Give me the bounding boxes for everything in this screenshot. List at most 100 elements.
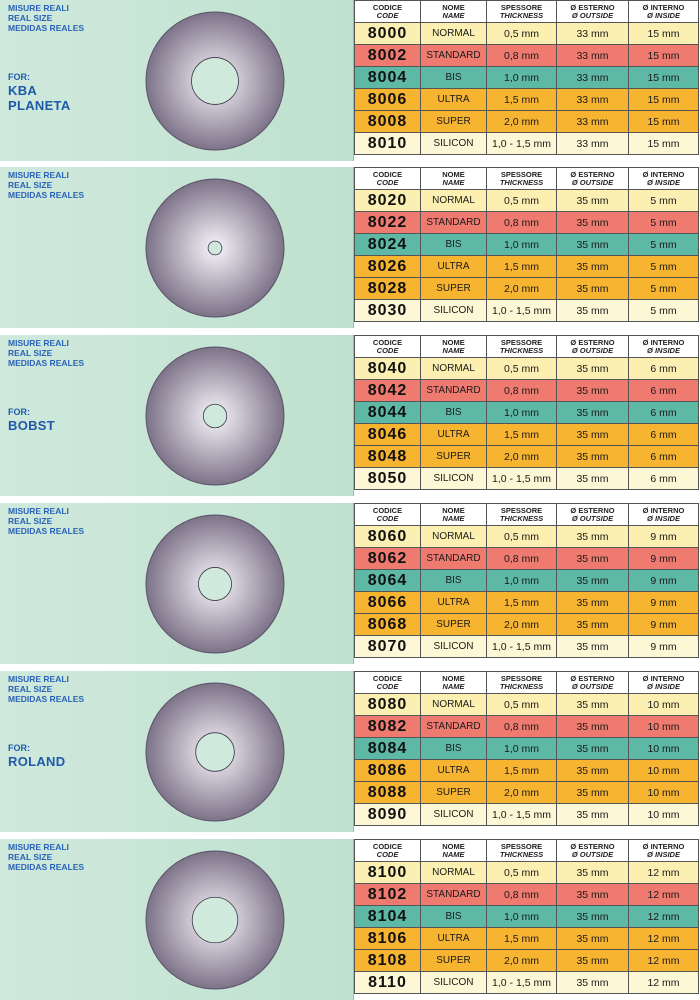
cell-inside: 10 mm xyxy=(628,781,699,804)
column-header-label: SPESSORE xyxy=(500,169,543,179)
real-size-caption-line: MEDIDAS REALES xyxy=(8,23,85,33)
column-header-translation: Ø OUTSIDE xyxy=(571,513,614,523)
cell-name: STANDARD xyxy=(420,715,487,738)
column-header-name: NOME NAME xyxy=(420,671,487,694)
table-row: 8082 STANDARD 0,8 mm 35 mm 10 mm xyxy=(354,715,699,738)
column-header-label: CODICE xyxy=(372,673,403,683)
cell-inside: 10 mm xyxy=(628,803,699,826)
cell-code: 8004 xyxy=(354,66,421,89)
table-header-row: CODICE CODE NOME NAME SPESSORE THICKNESS Ø EST… xyxy=(354,0,699,23)
machine-name: KBA xyxy=(8,83,38,98)
cell-thickness: 0,5 mm xyxy=(486,693,557,716)
column-header-thickness: SPESSORE THICKNESS xyxy=(486,671,557,694)
washer-disc-illustration xyxy=(145,514,285,654)
table-row: 8026 ULTRA 1,5 mm 35 mm 5 mm xyxy=(354,255,699,278)
cell-name: BIS xyxy=(420,401,487,424)
column-header-translation: THICKNESS xyxy=(499,849,544,859)
cell-thickness: 1,5 mm xyxy=(486,255,557,278)
column-header-translation: Ø INSIDE xyxy=(647,177,680,187)
cell-thickness: 0,8 mm xyxy=(486,883,557,906)
machine-compatibility: FOR: BOBST xyxy=(8,407,55,433)
column-header-outside: Ø ESTERNO Ø OUTSIDE xyxy=(556,335,629,358)
real-size-panel: MISURE REALI REAL SIZE MEDIDAS REALES FOR: K… xyxy=(0,0,354,161)
cell-thickness: 0,8 mm xyxy=(486,715,557,738)
cell-thickness: 1,5 mm xyxy=(486,88,557,111)
cell-inside: 5 mm xyxy=(628,233,699,256)
cell-name: ULTRA xyxy=(420,927,487,950)
cell-thickness: 2,0 mm xyxy=(486,110,557,133)
cell-inside: 9 mm xyxy=(628,591,699,614)
cell-code: 8102 xyxy=(354,883,421,906)
column-header-translation: CODE xyxy=(376,849,399,859)
cell-outside: 35 mm xyxy=(556,255,629,278)
cell-thickness: 2,0 mm xyxy=(486,781,557,804)
product-section: MISURE REALI REAL SIZE MEDIDAS REALES CODIC… xyxy=(0,839,700,1000)
table-row: 8070 SILICON 1,0 - 1,5 mm 35 mm 9 mm xyxy=(354,635,699,658)
cell-code: 8062 xyxy=(354,547,421,570)
cell-inside: 6 mm xyxy=(628,379,699,402)
real-size-caption-line: REAL SIZE xyxy=(8,13,53,23)
cell-thickness: 1,0 - 1,5 mm xyxy=(486,299,557,322)
table-header-row: CODICE CODE NOME NAME SPESSORE THICKNESS Ø EST… xyxy=(354,167,699,190)
cell-outside: 35 mm xyxy=(556,635,629,658)
column-header-thickness: SPESSORE THICKNESS xyxy=(486,503,557,526)
cell-outside: 35 mm xyxy=(556,803,629,826)
cell-thickness: 0,5 mm xyxy=(486,22,557,45)
table-row: 8084 BIS 1,0 mm 35 mm 10 mm xyxy=(354,737,699,760)
table-header-row: CODICE CODE NOME NAME SPESSORE THICKNESS Ø EST… xyxy=(354,671,699,694)
column-header-label: Ø INTERNO xyxy=(642,841,685,851)
table-row: 8104 BIS 1,0 mm 35 mm 12 mm xyxy=(354,905,699,928)
cell-outside: 35 mm xyxy=(556,299,629,322)
cell-thickness: 2,0 mm xyxy=(486,277,557,300)
cell-thickness: 0,8 mm xyxy=(486,379,557,402)
column-header-translation: Ø OUTSIDE xyxy=(571,177,614,187)
column-header-thickness: SPESSORE THICKNESS xyxy=(486,839,557,862)
cell-outside: 35 mm xyxy=(556,693,629,716)
column-header-translation: NAME xyxy=(442,513,465,523)
washer-disc-illustration xyxy=(145,11,285,151)
cell-code: 8022 xyxy=(354,211,421,234)
cell-outside: 35 mm xyxy=(556,357,629,380)
cell-name: ULTRA xyxy=(420,591,487,614)
cell-name: SILICON xyxy=(420,132,487,155)
real-size-caption: MISURE REALI REAL SIZE MEDIDAS REALES xyxy=(8,170,84,200)
column-header-translation: THICKNESS xyxy=(499,10,544,20)
cell-name: SILICON xyxy=(420,635,487,658)
column-header-translation: Ø OUTSIDE xyxy=(571,849,614,859)
column-header-label: NOME xyxy=(442,673,465,683)
column-header-translation: Ø INSIDE xyxy=(647,513,680,523)
table-row: 8066 ULTRA 1,5 mm 35 mm 9 mm xyxy=(354,591,699,614)
table-row: 8102 STANDARD 0,8 mm 35 mm 12 mm xyxy=(354,883,699,906)
column-header-label: SPESSORE xyxy=(500,2,543,12)
cell-outside: 33 mm xyxy=(556,66,629,89)
cell-inside: 15 mm xyxy=(628,132,699,155)
cell-code: 8048 xyxy=(354,445,421,468)
cell-inside: 9 mm xyxy=(628,569,699,592)
table-row: 8020 NORMAL 0,5 mm 35 mm 5 mm xyxy=(354,189,699,212)
cell-thickness: 1,0 - 1,5 mm xyxy=(486,467,557,490)
column-header-translation: Ø OUTSIDE xyxy=(571,10,614,20)
real-size-caption: MISURE REALI REAL SIZE MEDIDAS REALES xyxy=(8,674,84,704)
cell-thickness: 0,5 mm xyxy=(486,525,557,548)
column-header-inside: Ø INTERNO Ø INSIDE xyxy=(628,839,699,862)
column-header-translation: NAME xyxy=(442,681,465,691)
real-size-caption-line: MEDIDAS REALES xyxy=(8,862,85,872)
cell-code: 8100 xyxy=(354,861,421,884)
cell-thickness: 0,5 mm xyxy=(486,357,557,380)
column-header-code: CODICE CODE xyxy=(354,167,421,190)
cell-code: 8090 xyxy=(354,803,421,826)
column-header-label: CODICE xyxy=(372,169,403,179)
product-section: MISURE REALI REAL SIZE MEDIDAS REALES CODIC… xyxy=(0,167,700,328)
cell-code: 8080 xyxy=(354,693,421,716)
cell-thickness: 1,0 mm xyxy=(486,233,557,256)
product-table: CODICE CODE NOME NAME SPESSORE THICKNESS Ø EST… xyxy=(354,503,699,658)
cell-name: BIS xyxy=(420,66,487,89)
cell-code: 8108 xyxy=(354,949,421,972)
table-row: 8088 SUPER 2,0 mm 35 mm 10 mm xyxy=(354,781,699,804)
column-header-outside: Ø ESTERNO Ø OUTSIDE xyxy=(556,503,629,526)
column-header-code: CODICE CODE xyxy=(354,671,421,694)
cell-code: 8050 xyxy=(354,467,421,490)
cell-outside: 35 mm xyxy=(556,927,629,950)
column-header-translation: THICKNESS xyxy=(499,513,544,523)
cell-inside: 10 mm xyxy=(628,715,699,738)
